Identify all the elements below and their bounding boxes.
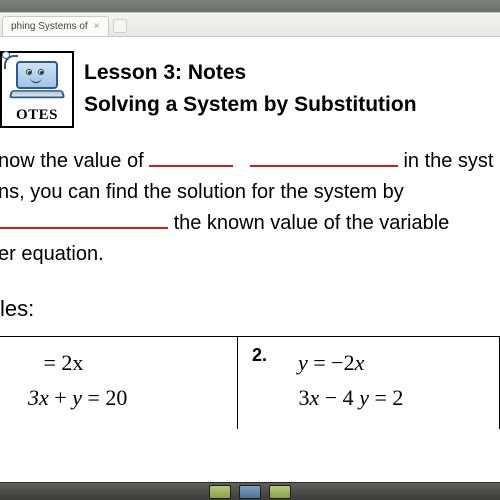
ex1-eq1: = 2x — [44, 345, 84, 380]
notes-box: OTES — [0, 51, 74, 128]
taskbar-icon-1[interactable] — [209, 485, 231, 499]
ex2-num: 2. — [252, 345, 276, 366]
laptop-icon — [8, 57, 66, 103]
blank-3 — [0, 210, 168, 229]
example-1-cell: = 2x 3x + y = 20 — [0, 337, 238, 429]
ex2-eq2: 3x − 4 y = 2 — [299, 380, 404, 415]
document-area: OTES Lesson 3: Notes Solving a System by… — [0, 37, 500, 482]
body-seg2: in the syst — [403, 150, 493, 172]
body-seg4: the known value of the variable — [174, 212, 450, 234]
body-seg1: now the value of — [0, 150, 149, 172]
taskbar-icon-2[interactable] — [239, 485, 261, 499]
notes-label: OTES — [16, 107, 58, 124]
close-icon[interactable]: × — [94, 21, 100, 32]
blank-2 — [250, 148, 398, 167]
ex1-eq2: 3x + y = 20 — [28, 380, 127, 415]
window-top-strip — [0, 0, 500, 12]
tab-bar: phing Systems of × — [0, 13, 500, 37]
examples-label: les: — [0, 296, 500, 322]
title-line-1: Lesson 3: Notes — [84, 57, 500, 89]
browser-window: phing Systems of × OTES — [0, 12, 500, 482]
body-paragraph: now the value of in the syst ns, you can… — [0, 146, 500, 270]
title-block: Lesson 3: Notes Solving a System by Subs… — [74, 51, 500, 128]
header-row: OTES Lesson 3: Notes Solving a System by… — [0, 51, 500, 128]
example-2-cell: 2. y = −2x 3x − 4 y = 2 — [238, 337, 500, 429]
blank-1 — [149, 148, 233, 167]
body-seg3: ns, you can find the solution for the sy… — [0, 181, 404, 203]
taskbar — [0, 482, 500, 500]
tab-active[interactable]: phing Systems of × — [2, 16, 109, 36]
title-line-2: Solving a System by Substitution — [84, 89, 500, 121]
taskbar-icon-3[interactable] — [269, 485, 291, 499]
new-tab-button[interactable] — [113, 19, 127, 33]
examples-table: = 2x 3x + y = 20 2. y = −2x 3x − 4 y = 2 — [0, 336, 500, 429]
tab-label: phing Systems of — [11, 21, 88, 32]
ex2-eq1: y = −2x — [298, 345, 364, 380]
body-seg5: er equation. — [0, 243, 104, 265]
